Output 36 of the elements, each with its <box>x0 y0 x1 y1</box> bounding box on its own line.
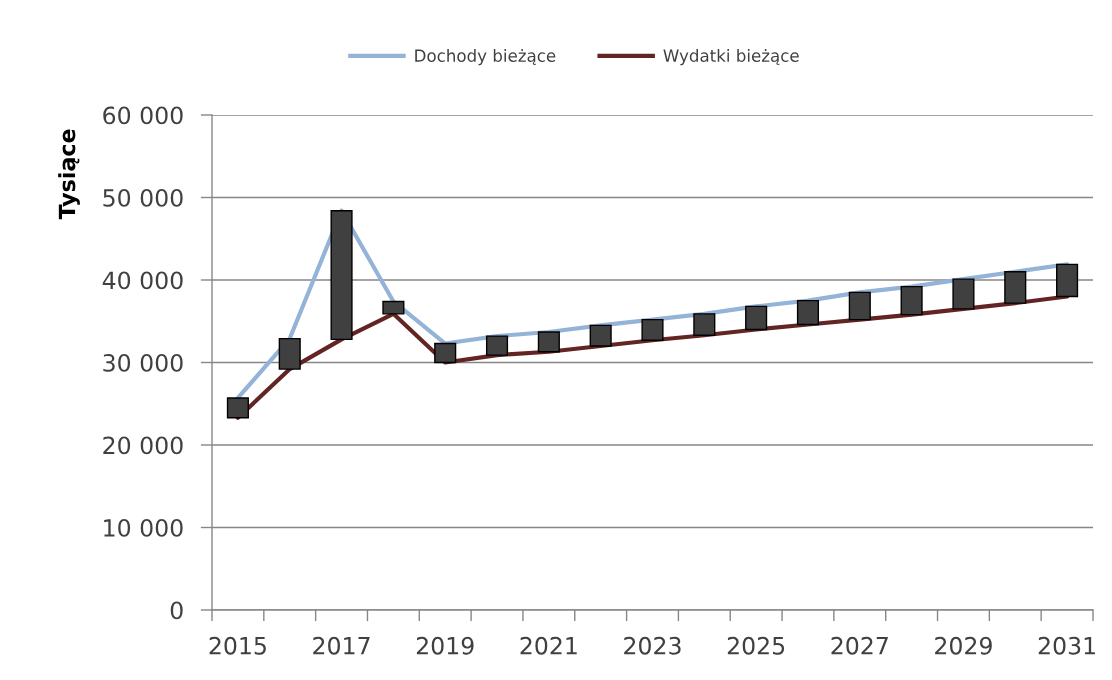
y-tick-label: 10 000 <box>104 518 183 537</box>
y-tick-label: 60 000 <box>103 106 183 125</box>
bar <box>589 324 612 347</box>
bar <box>641 318 664 341</box>
bar <box>226 397 249 419</box>
bar <box>1004 271 1027 304</box>
x-tick-label: 2031 <box>1038 636 1095 655</box>
bar <box>952 278 975 310</box>
bar <box>693 313 716 336</box>
bar <box>900 285 923 316</box>
bar <box>796 299 820 326</box>
bar <box>485 335 509 356</box>
x-tick-label: 2021 <box>520 636 577 655</box>
x-tick-label: 2023 <box>624 636 681 655</box>
bar <box>382 300 405 315</box>
bar <box>848 291 871 321</box>
bar <box>434 342 457 364</box>
bar <box>745 305 768 331</box>
x-tick-label: 2015 <box>209 636 266 655</box>
bar <box>278 337 301 370</box>
bar <box>1056 263 1079 298</box>
legend-label: Wydatki bieżące <box>663 49 799 66</box>
x-tick-label: 2025 <box>727 636 785 655</box>
y-tick-label: 20 000 <box>103 436 183 455</box>
x-tick-label: 2027 <box>831 636 888 655</box>
x-tick-label: 2019 <box>416 636 474 655</box>
bar <box>330 210 353 341</box>
x-tick-label: 2017 <box>313 636 370 655</box>
y-tick-label: 0 <box>170 601 183 620</box>
x-tick-label: 2029 <box>935 636 992 655</box>
legend-label: Dochody bieżące <box>415 49 556 66</box>
y-tick-label: 40 000 <box>102 271 183 290</box>
y-tick-label: 50 000 <box>103 188 183 207</box>
y-axis-title: Tysiące <box>58 129 80 220</box>
y-tick-label: 30 000 <box>103 353 183 372</box>
bar <box>537 331 560 353</box>
